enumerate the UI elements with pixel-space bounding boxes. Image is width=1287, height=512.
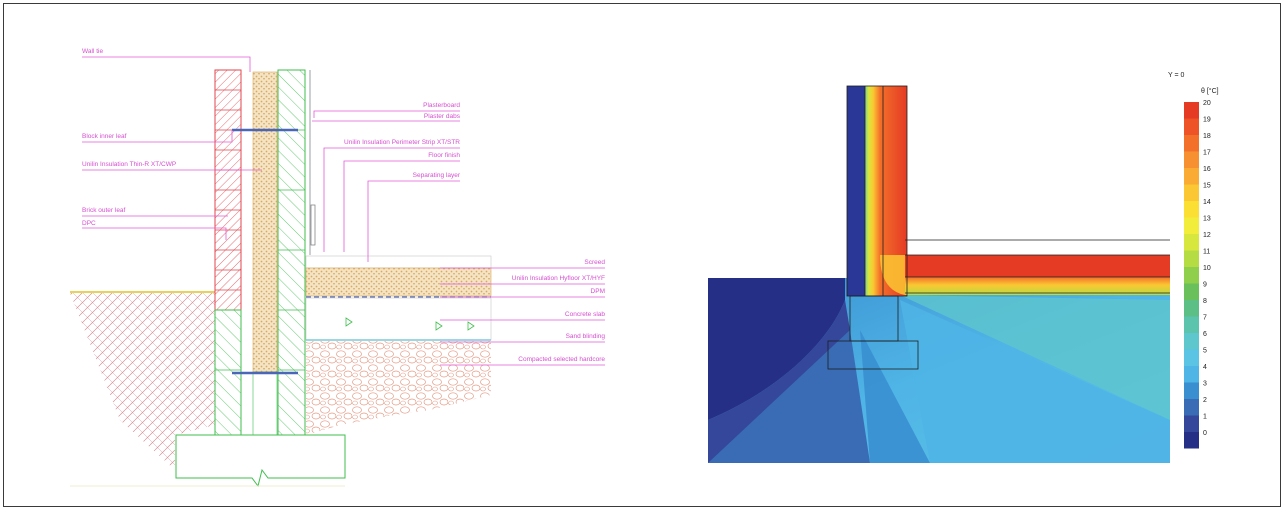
scale-tick-label: 1 xyxy=(1203,414,1207,421)
scale-swatch xyxy=(1184,283,1199,300)
label-separating-layer: Separating layer xyxy=(413,172,461,179)
scale-swatch xyxy=(1184,184,1199,201)
scale-swatch xyxy=(1184,415,1199,432)
scale-swatch xyxy=(1184,168,1199,185)
label-block-inner-leaf: Block inner leaf xyxy=(82,133,127,140)
block-inner-leaf xyxy=(277,69,306,436)
construction-section: Wall tie Block inner leaf Unilin Insulat… xyxy=(70,48,606,488)
floor-insulation xyxy=(305,267,492,297)
scale-tick-label: 17 xyxy=(1203,150,1211,157)
scale-swatch xyxy=(1184,333,1199,350)
scale-swatch xyxy=(1184,135,1199,152)
scale-tick-label: 13 xyxy=(1203,216,1211,223)
screed xyxy=(305,255,492,269)
scale-swatch xyxy=(1184,102,1199,119)
scale-swatch xyxy=(1184,399,1199,416)
label-floor-finish: Floor finish xyxy=(428,152,460,159)
scale-tick-label: 4 xyxy=(1203,364,1207,371)
scale-swatch xyxy=(1184,432,1199,449)
label-floor-insulation: Unilin Insulation Hyfloor XT/HYF xyxy=(512,275,605,282)
label-cavity-insulation: Unilin Insulation Thin-R XT/CWP xyxy=(82,161,176,168)
scale-tick-label: 3 xyxy=(1203,381,1207,388)
soil-hatch xyxy=(70,293,215,470)
scale-swatch xyxy=(1184,300,1199,317)
scale-tick-label: 0 xyxy=(1203,430,1207,437)
slice-label: Y = 0 xyxy=(1168,72,1185,79)
scale-swatch xyxy=(1184,316,1199,333)
label-concrete-slab: Concrete slab xyxy=(565,311,605,318)
cavity-fill xyxy=(252,371,278,436)
scale-swatch xyxy=(1184,267,1199,284)
hardcore xyxy=(306,341,491,435)
scale-tick-label: 18 xyxy=(1203,133,1211,140)
scale-tick-label: 16 xyxy=(1203,166,1211,173)
scale-unit-label: θ [°C] xyxy=(1201,87,1219,95)
scale-tick-label: 14 xyxy=(1203,199,1211,206)
label-wall-tie: Wall tie xyxy=(82,48,103,55)
scale-tick-label: 11 xyxy=(1203,249,1210,256)
scale-swatch xyxy=(1184,151,1199,168)
scale-tick-label: 20 xyxy=(1203,100,1211,107)
scale-swatch xyxy=(1184,349,1199,366)
label-brick-outer-leaf: Brick outer leaf xyxy=(82,207,126,214)
label-dpm: DPM xyxy=(591,288,605,295)
label-dpc: DPC xyxy=(82,220,96,227)
scale-swatch xyxy=(1184,366,1199,383)
scale-tick-label: 10 xyxy=(1203,265,1211,272)
label-plaster-dabs: Plaster dabs xyxy=(424,113,461,120)
scale-swatch xyxy=(1184,217,1199,234)
scale-tick-label: 6 xyxy=(1203,331,1207,338)
foundation xyxy=(175,434,346,488)
scale-tick-label: 7 xyxy=(1203,315,1207,322)
scale-tick-label: 19 xyxy=(1203,117,1211,124)
scale-tick-label: 9 xyxy=(1203,282,1207,289)
cavity-insulation xyxy=(252,71,278,373)
label-hardcore: Compacted selected hardcore xyxy=(518,356,605,363)
scale-swatch xyxy=(1184,250,1199,267)
cold-zone-outer xyxy=(708,278,845,420)
scale-swatch xyxy=(1184,234,1199,251)
scale-tick-label: 5 xyxy=(1203,348,1207,355)
scale-swatch xyxy=(1184,118,1199,135)
concrete-slab xyxy=(305,297,492,341)
thermal-simulation: Y = 0 θ [°C] 201918171615141312111098765… xyxy=(708,72,1219,463)
scale-swatch xyxy=(1184,382,1199,399)
label-perimeter-strip: Unilin Insulation Perimeter Strip XT/STR xyxy=(344,139,460,146)
label-sand-blinding: Sand blinding xyxy=(566,333,606,340)
scale-tick-label: 2 xyxy=(1203,397,1207,404)
scale-swatch xyxy=(1184,201,1199,218)
scale-tick-label: 8 xyxy=(1203,298,1207,305)
scale-tick-label: 15 xyxy=(1203,183,1211,190)
label-plasterboard: Plasterboard xyxy=(423,102,460,109)
scale-tick-label: 12 xyxy=(1203,232,1211,239)
label-screed: Screed xyxy=(584,259,605,266)
